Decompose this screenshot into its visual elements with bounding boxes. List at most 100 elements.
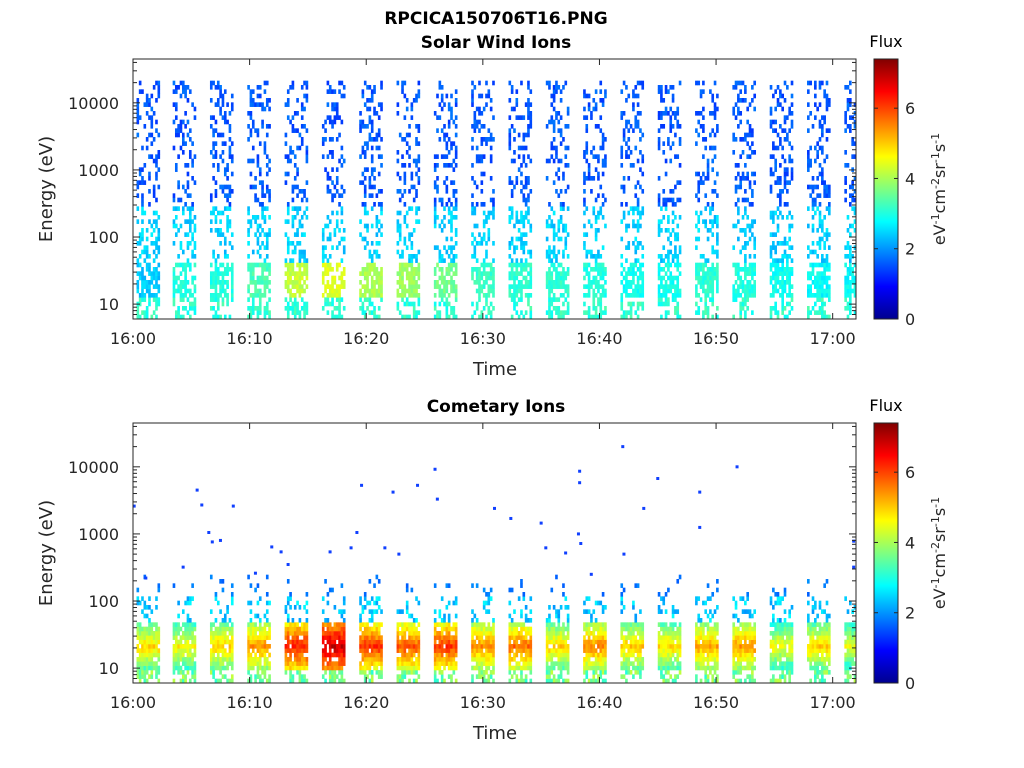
heatmap-cell [148,267,151,272]
heatmap-cell [517,132,521,138]
heatmap-cell [783,158,787,164]
heatmap-cell [375,145,379,151]
heatmap-cell [300,141,304,146]
heatmap-cell [627,293,631,298]
heatmap-cell [370,124,374,129]
heatmap-cell [559,275,563,281]
heatmap-cell [620,145,624,151]
heatmap-cell [485,93,488,99]
heatmap-cell [438,293,442,298]
heatmap-cell [485,314,488,320]
heatmap-cell [417,267,421,272]
heatmap-cell [138,271,142,276]
heatmap-cell [485,102,488,107]
heatmap-cell [261,262,264,268]
heatmap-cell [821,271,824,276]
heatmap-cell [786,314,789,320]
heatmap-cell [816,262,819,268]
heatmap-cell [695,210,698,216]
heatmap-cell [853,102,857,107]
heatmap-cell [359,600,362,606]
heatmap-cell [405,106,409,112]
heatmap-cell [148,280,151,285]
heatmap-cell [221,184,225,190]
heatmap-cell [788,106,791,112]
heatmap-cell [296,145,299,151]
heatmap-cell [669,189,673,194]
heatmap-cell [256,626,260,632]
heatmap-cell [214,635,218,640]
heatmap-cell [739,267,743,272]
heatmap-cell [136,184,140,190]
heatmap-cell [380,163,383,168]
heatmap-cell [774,210,777,216]
heatmap-cell [487,228,491,233]
heatmap-cell [150,124,154,129]
heatmap-cell [261,670,264,675]
heatmap-cell [258,180,262,185]
heatmap-cell [216,297,220,302]
heatmap-cell [342,267,346,272]
heatmap-cell [559,202,563,207]
heatmap-cell [667,111,670,116]
heatmap-cell [844,115,847,120]
heatmap-cell [261,228,264,233]
heatmap-cell [583,293,586,298]
heatmap-cell [473,236,477,242]
heatmap-cell [555,280,558,285]
heatmap-cell [676,180,680,185]
heatmap-cell [641,85,645,90]
heatmap-cell [737,106,740,112]
heatmap-cell [359,297,362,302]
heatmap-cell [849,245,852,250]
heatmap-cell [587,219,591,224]
heatmap-cell [366,141,369,146]
heatmap-cell [716,124,719,129]
heatmap-cell [711,301,715,307]
heatmap-cell [286,310,290,315]
heatmap-cell [641,306,645,311]
heatmap-cell [408,206,411,211]
heatmap-cell [338,288,341,294]
heatmap-cell [174,657,178,662]
heatmap-cell [660,85,663,90]
heatmap-cell [445,267,449,272]
heatmap-cell [447,262,451,268]
heatmap-cell [359,613,362,619]
heatmap-cell [403,301,407,307]
heatmap-cell [221,141,225,146]
heatmap-cell [625,275,628,281]
heatmap-cell [786,275,789,281]
heatmap-cell [485,297,488,302]
heatmap-cell [209,80,213,86]
heatmap-cell [188,219,192,224]
heatmap-cell [186,206,190,211]
heatmap-cell [662,150,666,155]
heatmap-cell [748,293,752,298]
heatmap-cell [823,275,826,281]
heatmap-cell [408,314,411,320]
heatmap-cell [249,631,253,636]
heatmap-cell [361,670,365,675]
heatmap-cell [737,262,740,268]
heatmap-cell [508,245,512,250]
heatmap-cell [335,644,339,649]
heatmap-cell [823,180,826,185]
heatmap-cell [849,262,852,268]
heatmap-cell [625,310,628,315]
heatmap-cell [844,297,847,302]
heatmap-cell [790,93,794,99]
heatmap-cells [136,80,857,320]
heatmap-cell [674,249,677,255]
heatmap-cell [256,661,260,666]
heatmap-cell [774,180,777,185]
heatmap-cell [559,219,563,224]
heatmap-cell [368,262,372,268]
heatmap-cell [524,258,528,263]
heatmap-cell [398,271,402,276]
heatmap-cell [508,176,512,181]
heatmap-cell [552,284,556,289]
heatmap-cell [157,80,161,86]
heatmap-cell [326,215,330,220]
heatmap-cell [212,271,215,276]
